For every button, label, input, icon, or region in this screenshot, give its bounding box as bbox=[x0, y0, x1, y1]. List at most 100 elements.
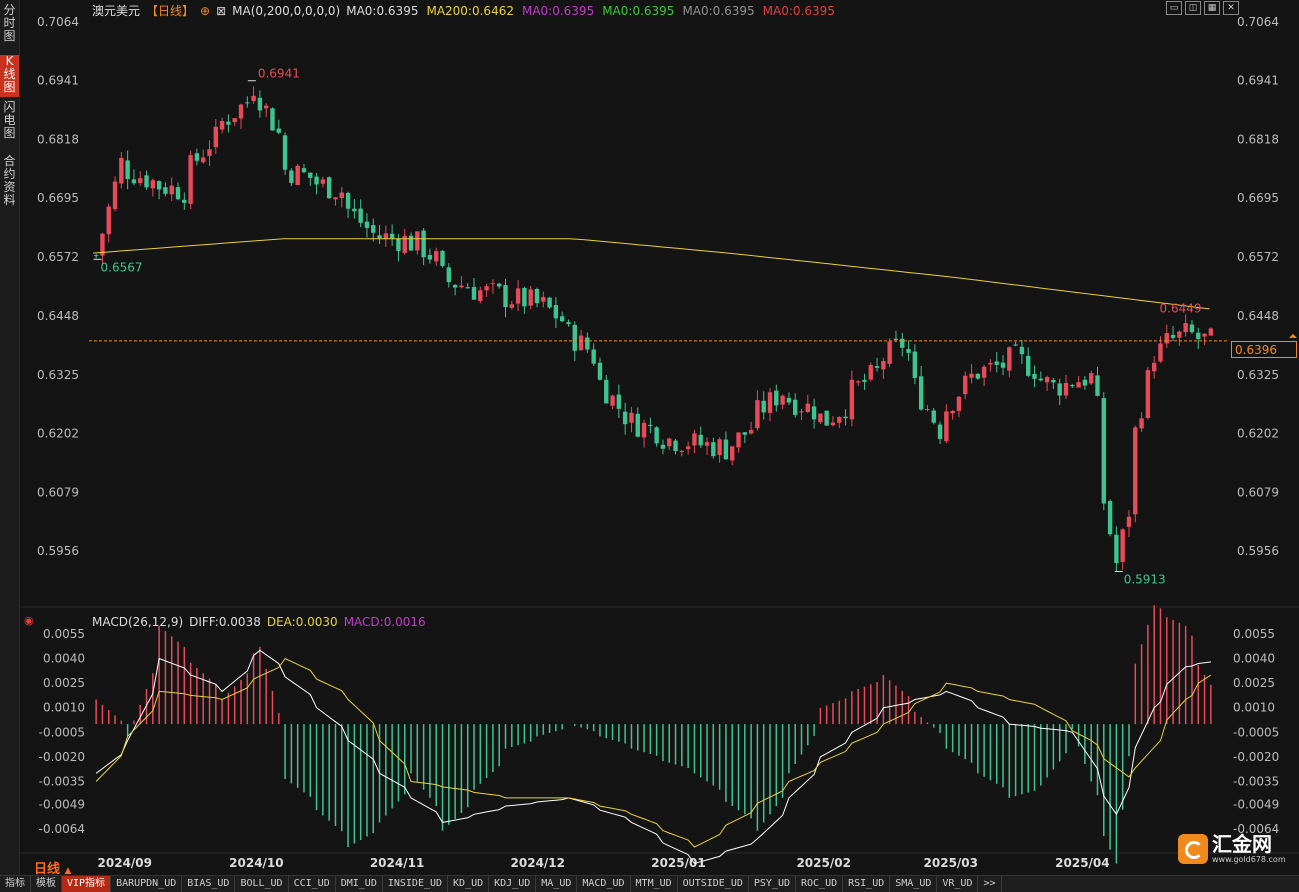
candle-body bbox=[1032, 373, 1037, 379]
candle-body bbox=[138, 178, 143, 183]
indicator-tab-16[interactable]: ROC_UD bbox=[796, 876, 844, 892]
candle-body bbox=[112, 181, 118, 209]
grid-icon[interactable]: ▦ bbox=[1204, 1, 1220, 15]
indicator-tab-4[interactable]: BIAS_UD bbox=[182, 876, 236, 892]
candle-body bbox=[339, 192, 344, 198]
side-tab-3[interactable]: 合约资料 bbox=[3, 154, 16, 207]
indicator-tab-8[interactable]: INSIDE_UD bbox=[383, 876, 449, 892]
candle-body bbox=[610, 395, 615, 406]
price-axis-left-label: 0.6448 bbox=[37, 309, 79, 323]
candle-body bbox=[352, 208, 357, 212]
candle-body bbox=[251, 95, 256, 102]
indicator-tab-6[interactable]: CCI_UD bbox=[289, 876, 336, 892]
indicator-tab-1[interactable]: 模板 bbox=[31, 876, 62, 892]
side-tab-2[interactable]: 闪电图 bbox=[3, 100, 16, 140]
indicator-tab-17[interactable]: RSI_UD bbox=[843, 876, 891, 892]
date-axis-label: 2024/12 bbox=[511, 856, 565, 870]
candle-body bbox=[1063, 382, 1069, 396]
candle-body bbox=[811, 406, 817, 420]
indicator-tab-18[interactable]: SMA_UD bbox=[890, 876, 938, 892]
close-icon[interactable]: ✕ bbox=[1223, 1, 1239, 15]
pane-settings-icon[interactable]: ◉ bbox=[24, 614, 34, 627]
candle-body bbox=[497, 283, 502, 287]
candle-body bbox=[629, 412, 634, 423]
candle-body bbox=[1038, 378, 1044, 381]
indicator-tab-13[interactable]: MTM_UD bbox=[631, 876, 678, 892]
candle-body bbox=[396, 239, 401, 251]
macd-axis-left-label: -0.0049 bbox=[39, 797, 85, 811]
chart-canvas[interactable]: 0.7064 0.7064 0.6941 0.6941 0.6818 0.6818 0.66… bbox=[19, 0, 1299, 875]
candle-body bbox=[862, 379, 867, 382]
indicator-tab-3[interactable]: BARUPDN_UD bbox=[111, 876, 183, 892]
candle-body bbox=[484, 286, 489, 291]
candle-body bbox=[654, 427, 659, 444]
candle-body bbox=[717, 439, 722, 456]
candle-body bbox=[1088, 373, 1094, 384]
settings-icon[interactable]: ⊕ bbox=[200, 3, 211, 18]
indicator-tab-11[interactable]: MA_UD bbox=[536, 876, 578, 892]
date-axis-label: 2025/04 bbox=[1055, 856, 1109, 870]
chart-area[interactable]: 0.7064 0.7064 0.6941 0.6941 0.6818 0.6818 0.66… bbox=[19, 0, 1299, 875]
indicator-tab-12[interactable]: MACD_UD bbox=[577, 876, 631, 892]
indicator-tab-10[interactable]: KDJ_UD bbox=[489, 876, 537, 892]
triangle-up-icon: ▲ bbox=[64, 866, 72, 876]
candle-body bbox=[1183, 323, 1188, 333]
period-selector[interactable]: 日线 ▲ bbox=[34, 858, 71, 877]
side-tab-0[interactable]: 分时图 bbox=[3, 3, 16, 43]
candle-body bbox=[748, 429, 754, 434]
candle-body bbox=[553, 305, 559, 319]
macd-axis-left-label: -0.0020 bbox=[39, 750, 85, 764]
candle-body bbox=[1114, 534, 1119, 564]
candle-body bbox=[849, 379, 855, 420]
candle-body bbox=[522, 287, 527, 307]
candle-body bbox=[874, 366, 880, 368]
side-tab-1[interactable]: K线图 bbox=[0, 55, 19, 97]
candle-body bbox=[383, 233, 389, 239]
indicator-tab-20[interactable]: >> bbox=[978, 876, 1002, 892]
candle-body bbox=[1133, 427, 1138, 515]
candle-body bbox=[421, 230, 426, 258]
candle-body bbox=[119, 157, 124, 184]
candle-body bbox=[786, 397, 792, 403]
macd-axis-right-label: 0.0040 bbox=[1233, 652, 1275, 666]
macd-diff-value: DIFF:0.0038 bbox=[189, 615, 261, 629]
price-axis-right-label: 0.6202 bbox=[1237, 427, 1279, 441]
price-axis-right-label: 0.6695 bbox=[1237, 191, 1279, 205]
macd-name: MACD(26,12,9) bbox=[92, 615, 184, 629]
indicator-icon[interactable]: ⊠ bbox=[216, 3, 227, 18]
window-icon[interactable]: ▭ bbox=[1166, 1, 1182, 15]
indicator-tab-5[interactable]: BOLL_UD bbox=[235, 876, 289, 892]
macd-axis-right-label: -0.0049 bbox=[1233, 797, 1279, 811]
candle-body bbox=[93, 255, 99, 257]
candle-body bbox=[188, 155, 193, 204]
indicator-tab-19[interactable]: VR_UD bbox=[937, 876, 979, 892]
macd-axis-right-label: 0.0055 bbox=[1233, 627, 1275, 641]
indicator-tab-9[interactable]: KD_UD bbox=[448, 876, 490, 892]
split-icon[interactable]: ◫ bbox=[1185, 1, 1201, 15]
candle-body bbox=[182, 199, 187, 203]
indicator-tab-14[interactable]: OUTSIDE_UD bbox=[678, 876, 749, 892]
candle-body bbox=[389, 233, 395, 239]
candle-body bbox=[282, 135, 288, 170]
candle-body bbox=[824, 410, 829, 426]
indicator-tab-15[interactable]: PSY_UD bbox=[749, 876, 796, 892]
candle-body bbox=[471, 287, 477, 300]
candle-body bbox=[1070, 385, 1075, 387]
macd-axis-right-label: 0.0025 bbox=[1233, 676, 1275, 690]
candle-body bbox=[736, 432, 741, 448]
candle-body bbox=[881, 361, 886, 370]
candle-body bbox=[515, 288, 521, 304]
indicator-tab-2[interactable]: VIP指标 bbox=[62, 876, 112, 892]
candle-body bbox=[131, 179, 137, 184]
candle-body bbox=[868, 364, 873, 380]
period-tag[interactable]: 【日线】 bbox=[146, 4, 195, 18]
candle-body bbox=[792, 399, 798, 415]
candle-body bbox=[925, 409, 930, 411]
candle-body bbox=[207, 149, 212, 156]
indicator-tab-7[interactable]: DMI_UD bbox=[336, 876, 383, 892]
candle-body bbox=[100, 233, 105, 256]
candle-body bbox=[988, 362, 993, 365]
candle-body bbox=[1189, 324, 1195, 333]
indicator-tab-0[interactable]: 指标 bbox=[0, 876, 31, 892]
period-label: 日线 bbox=[34, 862, 61, 877]
